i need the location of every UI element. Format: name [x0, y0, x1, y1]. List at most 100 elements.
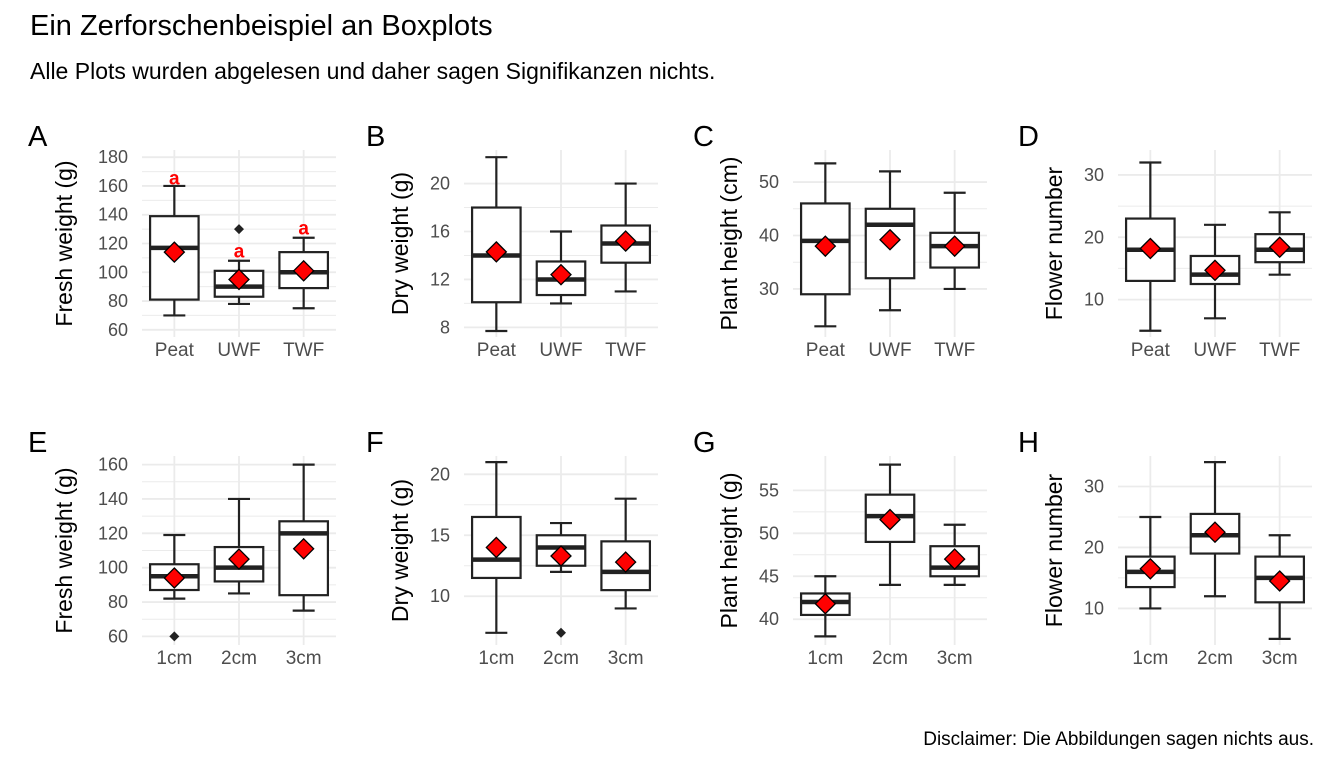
significance-letter: a: [298, 219, 309, 240]
outlier-point: [556, 627, 566, 638]
y-tick-label: 15: [430, 525, 450, 545]
mean-point: [550, 545, 572, 567]
y-tick-label: 80: [108, 592, 128, 612]
y-axis-title: Dry weight (g): [387, 172, 413, 315]
x-tick-label: 2cm: [872, 648, 908, 669]
y-axis-title: Plant height (g): [716, 473, 742, 629]
x-tick-label: UWF: [539, 340, 582, 361]
y-tick-label: 30: [1084, 165, 1104, 185]
y-tick-label: 140: [98, 205, 128, 225]
y-tick-label: 40: [759, 225, 779, 245]
x-tick-label: 1cm: [807, 648, 843, 669]
y-axis-title: Fresh weight (g): [51, 160, 77, 326]
x-tick-label: Peat: [806, 340, 846, 361]
mean-point: [228, 548, 250, 571]
y-tick-label: 30: [759, 279, 779, 299]
y-tick-label: 16: [430, 222, 450, 242]
x-tick-label: 1cm: [478, 648, 514, 669]
y-axis-title: Fresh weight (g): [51, 467, 77, 633]
x-tick-label: Peat: [155, 340, 195, 361]
panel-tag: F: [366, 427, 384, 459]
y-axis-title: Dry weight (g): [387, 479, 413, 622]
y-tick-label: 20: [1084, 227, 1104, 247]
y-tick-label: 160: [98, 455, 128, 475]
x-tick-label: 1cm: [1132, 648, 1168, 669]
y-tick-label: 100: [98, 262, 128, 282]
panel-tag: B: [366, 121, 385, 153]
mean-point: [292, 537, 315, 560]
mean-point: [879, 228, 901, 251]
mean-point: [1204, 259, 1226, 282]
x-tick-label: TWF: [1259, 340, 1300, 361]
y-tick-label: 55: [759, 480, 779, 500]
x-tick-label: UWF: [217, 340, 260, 361]
mean-point: [814, 592, 837, 615]
x-tick-label: TWF: [934, 340, 975, 361]
y-tick-label: 60: [108, 320, 128, 340]
y-tick-label: 120: [98, 523, 128, 543]
x-tick-label: Peat: [477, 340, 517, 361]
mean-point: [292, 259, 315, 282]
y-tick-label: 50: [759, 523, 779, 543]
x-tick-label: Peat: [1131, 340, 1171, 361]
figure-title: Ein Zerforschenbeispiel an Boxplots: [30, 10, 493, 42]
y-tick-label: 140: [98, 489, 128, 509]
figure-subtitle: Alle Plots wurden abgelesen und daher sa…: [30, 58, 716, 84]
y-tick-label: 60: [108, 626, 128, 646]
y-tick-label: 10: [1084, 290, 1104, 310]
x-tick-label: 3cm: [1262, 648, 1298, 669]
mean-point: [814, 235, 837, 258]
y-tick-label: 180: [98, 147, 128, 167]
outlier-point: [169, 631, 180, 642]
mean-point: [1268, 570, 1291, 592]
x-tick-label: UWF: [868, 340, 911, 361]
panel-tag: G: [693, 427, 716, 459]
x-tick-label: 3cm: [286, 648, 322, 669]
mean-point: [228, 268, 250, 291]
mean-point: [163, 567, 186, 589]
mean-point: [485, 536, 508, 559]
x-tick-label: UWF: [1193, 340, 1236, 361]
y-tick-label: 8: [440, 317, 450, 337]
y-tick-label: 30: [1084, 476, 1104, 496]
mean-point: [1268, 236, 1291, 259]
y-axis-title: Flower number: [1041, 166, 1067, 320]
outlier-point: [234, 224, 244, 235]
figure-caption: Disclaimer: Die Abbildungen sagen nichts…: [923, 729, 1314, 750]
y-tick-label: 160: [98, 176, 128, 196]
y-tick-label: 50: [759, 172, 779, 192]
panel-tag: C: [693, 121, 714, 153]
significance-letter: a: [169, 168, 180, 189]
x-tick-label: TWF: [605, 340, 646, 361]
y-tick-label: 45: [759, 566, 779, 586]
y-tick-label: 20: [1084, 537, 1104, 557]
mean-point: [1204, 521, 1226, 544]
x-tick-label: 2cm: [221, 648, 257, 669]
x-tick-label: TWF: [283, 340, 324, 361]
mean-point: [943, 235, 966, 258]
panel-tag: A: [28, 121, 48, 153]
mean-point: [1139, 557, 1162, 580]
significance-letter: a: [234, 242, 245, 263]
x-tick-label: 2cm: [543, 648, 579, 669]
y-tick-label: 10: [430, 586, 450, 606]
mean-point: [614, 551, 637, 574]
y-tick-label: 20: [430, 174, 450, 194]
mean-point: [550, 263, 572, 286]
mean-point: [943, 548, 966, 571]
x-tick-label: 1cm: [156, 648, 192, 669]
y-tick-label: 40: [759, 609, 779, 629]
x-tick-label: 2cm: [1197, 648, 1233, 669]
y-tick-label: 12: [430, 269, 450, 289]
panel-tag: H: [1018, 427, 1039, 459]
mean-point: [1139, 237, 1162, 260]
